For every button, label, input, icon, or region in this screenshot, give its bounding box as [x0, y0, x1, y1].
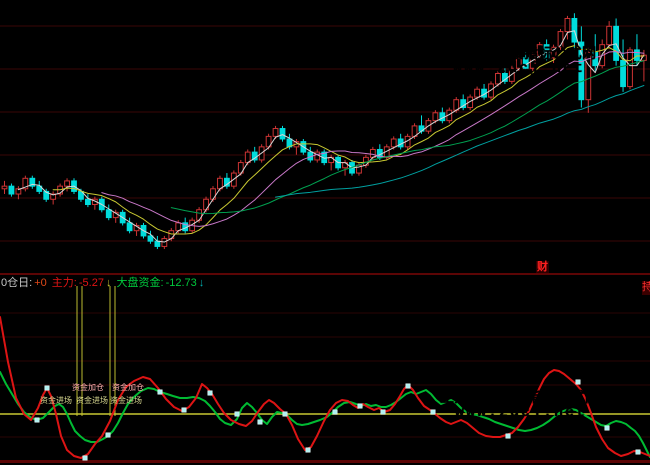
- fund-enter-signal-label: 资金进场: [76, 396, 108, 405]
- watermark-site-url: www.zdcj.net: [455, 404, 588, 421]
- watermark-site-url: www.zdcj.net: [453, 60, 586, 77]
- fund-enter-signal-label: 资金进场: [40, 396, 72, 405]
- down-arrow-icon: ↓: [105, 277, 112, 289]
- main-force-value: -5.27: [78, 277, 104, 289]
- main-force-label: 主力:: [51, 277, 77, 289]
- fund-add-signal-label: 资金加仓: [112, 383, 144, 392]
- fund-badge: 财: [536, 261, 549, 273]
- right-edge-clipped-label: 持: [642, 281, 650, 295]
- market-fund-value: -12.73: [165, 277, 197, 289]
- watermark-site-name: 正点财经炒股指标公式网: [437, 45, 597, 61]
- down-arrow-icon: ↓: [198, 277, 205, 289]
- fund-enter-signal-label: 资金进场: [110, 396, 142, 405]
- indicator-header: 0仓日: +0 主力: -5.27 ↓ 大盘资金: -12.73 ↓: [1, 277, 206, 289]
- position-days-value: +0: [34, 277, 47, 289]
- fund-add-signal-label: 资金加仓: [72, 383, 104, 392]
- position-days-label: 0仓日:: [1, 277, 33, 289]
- watermark-site-name: 正点财经炒股指标公式网: [440, 389, 600, 405]
- market-fund-label: 大盘资金:: [116, 277, 164, 289]
